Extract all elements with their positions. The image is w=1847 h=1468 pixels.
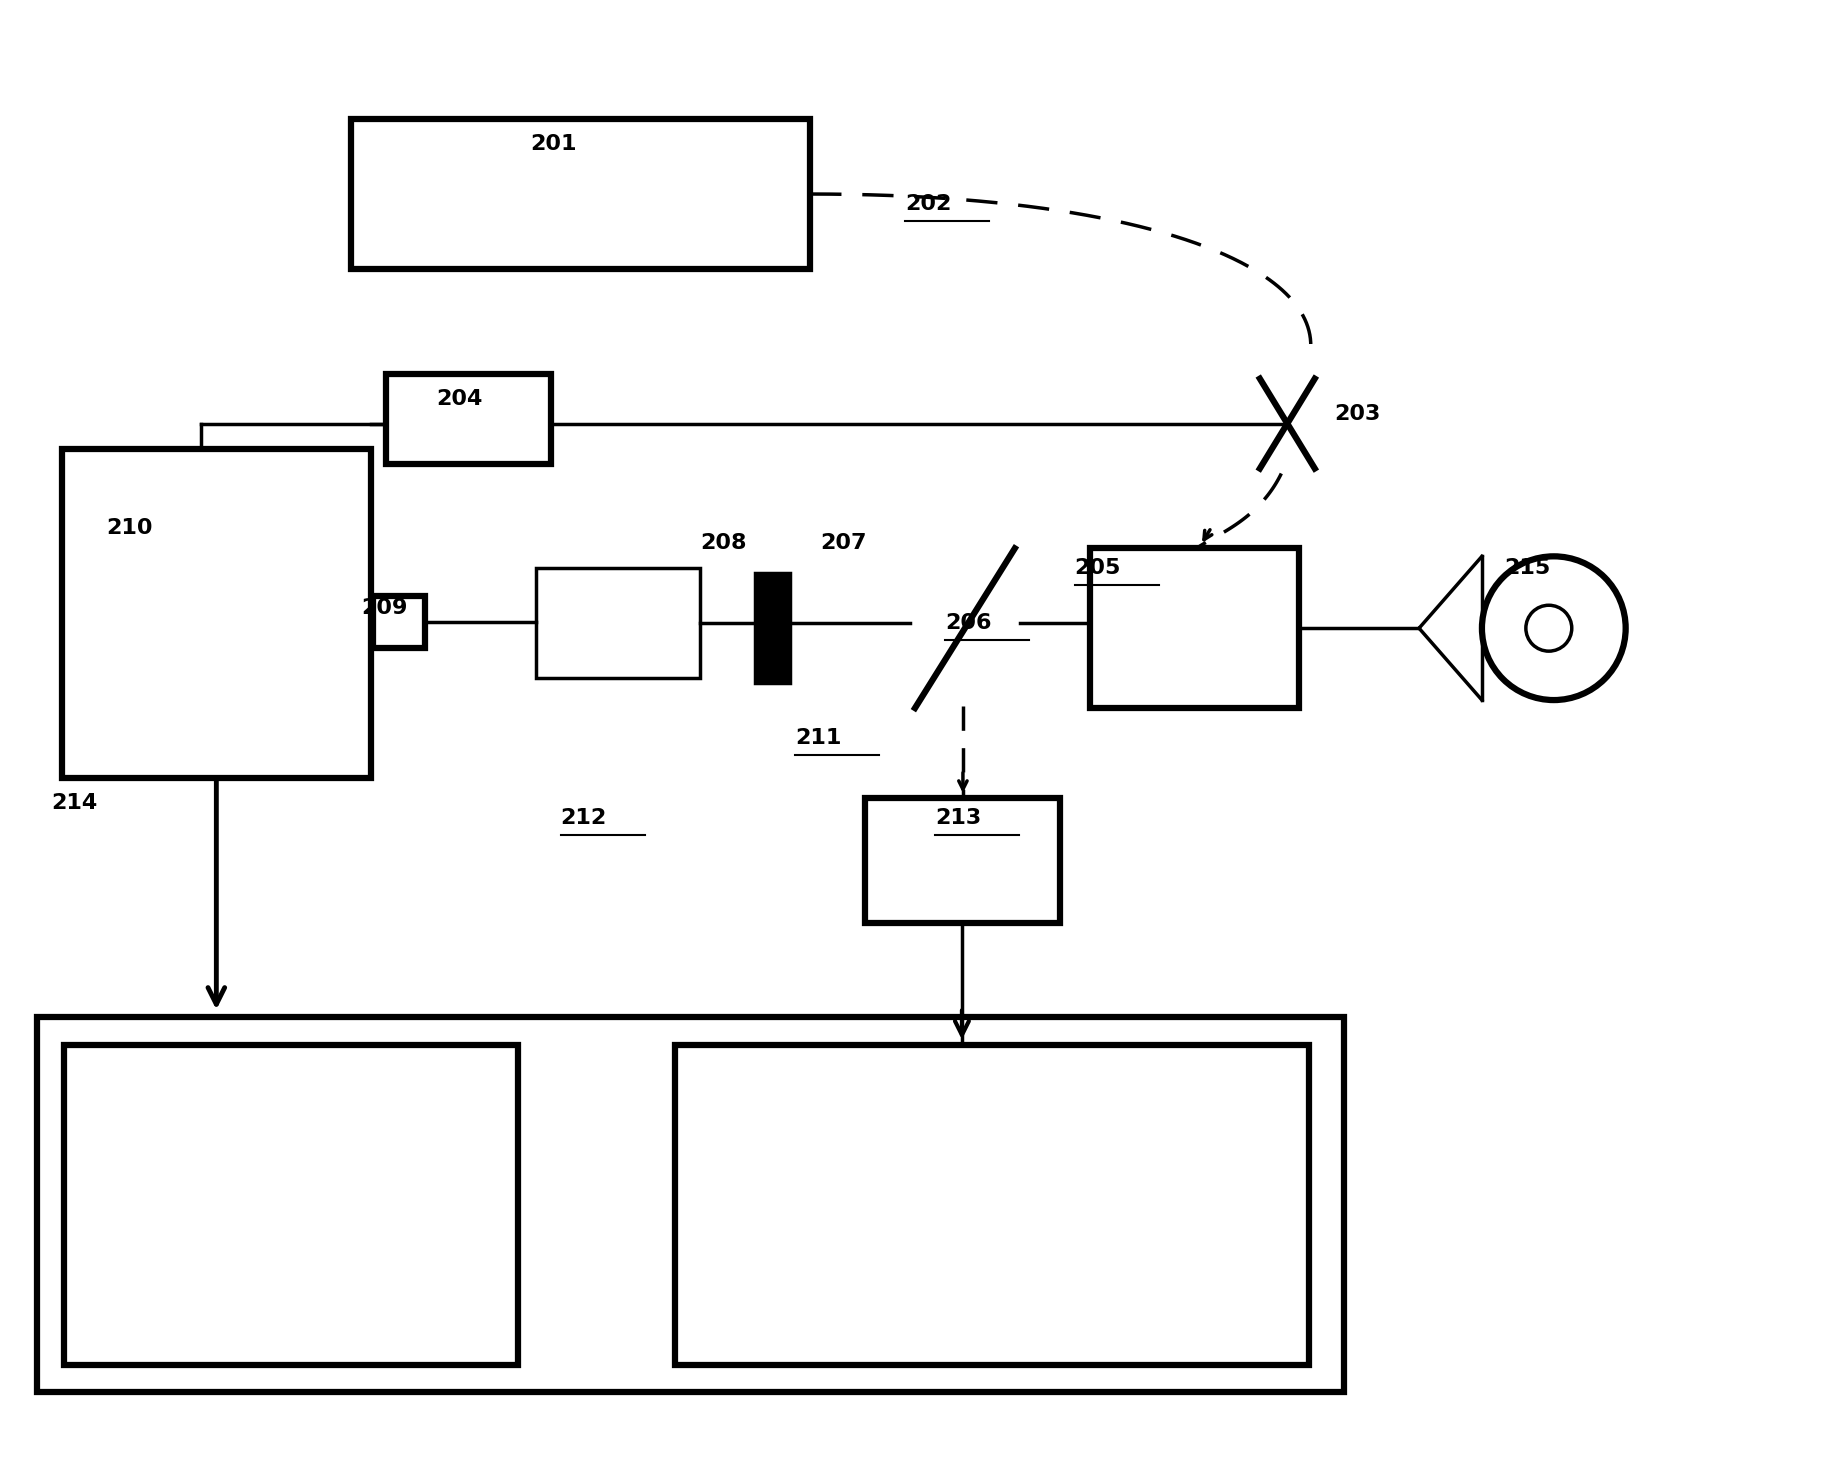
- Bar: [386, 374, 550, 464]
- Text: 203: 203: [1334, 404, 1380, 424]
- Text: 201: 201: [530, 134, 578, 154]
- Bar: [864, 799, 1060, 923]
- Bar: [351, 119, 811, 269]
- Bar: [536, 568, 700, 678]
- Bar: [1090, 549, 1298, 708]
- Bar: [63, 1045, 517, 1365]
- Text: 214: 214: [52, 793, 98, 813]
- Text: 213: 213: [935, 807, 981, 828]
- Text: 212: 212: [561, 807, 608, 828]
- Text: 215: 215: [1503, 558, 1550, 578]
- Text: 206: 206: [946, 614, 992, 633]
- Text: 211: 211: [796, 728, 842, 749]
- Text: 205: 205: [1075, 558, 1121, 578]
- Bar: [755, 574, 791, 683]
- Bar: [37, 1017, 1345, 1392]
- Text: 209: 209: [360, 599, 408, 618]
- Bar: [61, 449, 371, 778]
- Text: 208: 208: [700, 533, 746, 553]
- Text: 210: 210: [107, 518, 153, 539]
- Text: 207: 207: [820, 533, 866, 553]
- Bar: [373, 596, 425, 649]
- Text: 202: 202: [905, 194, 951, 214]
- Bar: [676, 1045, 1310, 1365]
- Text: 204: 204: [436, 389, 482, 408]
